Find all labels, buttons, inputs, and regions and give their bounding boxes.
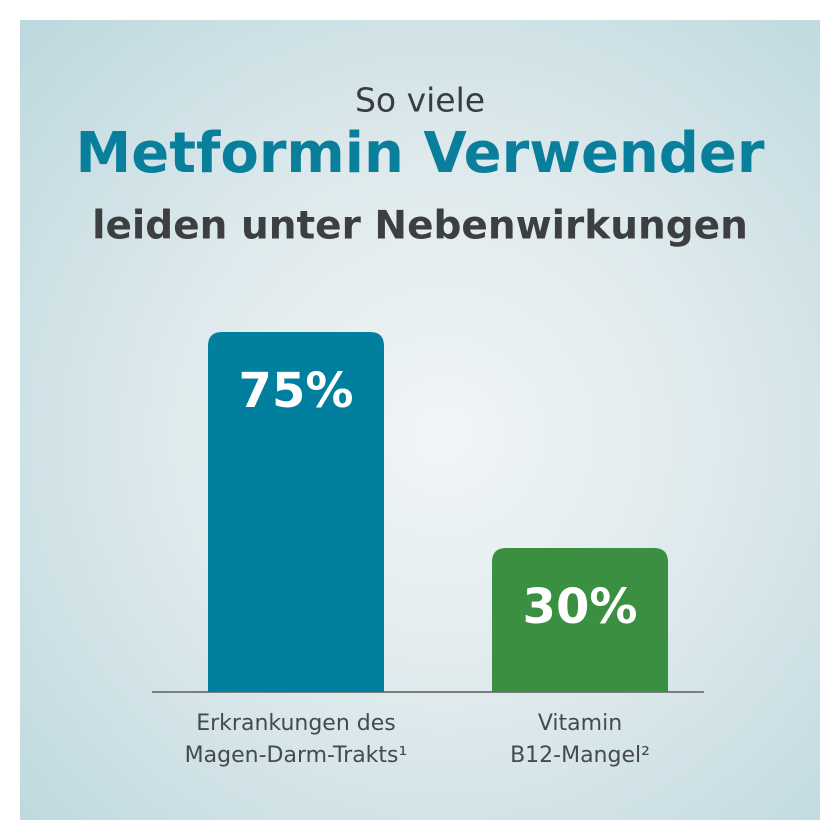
category-label: Erkrankungen des Magen-Darm-Trakts¹ (184, 711, 408, 768)
category-label: Vitamin B12-Mangel² (510, 711, 650, 768)
background-panel (20, 20, 820, 820)
value-label: 75% (239, 363, 354, 419)
bar (208, 332, 384, 692)
chart-subtitle-2: leiden unter Nebenwirkungen (92, 204, 748, 249)
bar (492, 548, 668, 692)
chart-subtitle: Metformin Verwender (76, 121, 765, 186)
chart-title: So viele (355, 81, 485, 120)
value-label: 30% (523, 579, 638, 635)
